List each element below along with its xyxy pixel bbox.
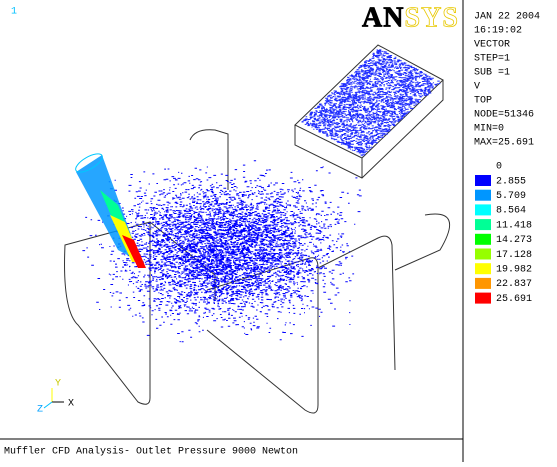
info-line: STEP=1 — [474, 54, 510, 65]
legend-value: 14.273 — [496, 235, 532, 246]
legend-swatch — [475, 175, 491, 186]
legend-value: 22.837 — [496, 279, 532, 290]
info-line: 16:19:02 — [474, 26, 522, 37]
legend-swatch — [475, 234, 491, 245]
info-line: MAX=25.691 — [474, 138, 534, 149]
legend-value: 0 — [496, 162, 502, 173]
window-number: 1 — [11, 7, 17, 18]
info-line: SUB =1 — [474, 68, 510, 79]
ansys-window: 1 ANSYS Y X Z Muffler CFD Analysis- Outl… — [0, 0, 557, 462]
info-line: VECTOR — [474, 40, 510, 51]
legend-swatch — [475, 204, 491, 215]
info-line: NODE=51346 — [474, 110, 534, 121]
legend-swatch — [475, 263, 491, 274]
info-line: TOP — [474, 96, 492, 107]
legend-swatch — [475, 249, 491, 260]
legend-swatch — [475, 293, 491, 304]
info-line: MIN=0 — [474, 124, 504, 135]
legend-value: 8.564 — [496, 206, 526, 217]
legend-swatch — [475, 190, 491, 201]
legend-value: 17.128 — [496, 250, 532, 261]
legend-value: 2.855 — [496, 176, 526, 187]
info-line: JAN 22 2004 — [474, 12, 540, 23]
triad-y-label: Y — [55, 379, 61, 390]
triad-z-label: Z — [37, 405, 43, 416]
ansys-logo: ANSYS — [362, 2, 458, 33]
legend-value: 19.982 — [496, 265, 532, 276]
plot-title: Muffler CFD Analysis- Outlet Pressure 90… — [4, 446, 298, 458]
triad-x-label: X — [68, 399, 74, 410]
legend-swatch — [475, 219, 491, 230]
legend-value: 11.418 — [496, 220, 532, 231]
legend-value: 25.691 — [496, 294, 532, 305]
legend-swatch — [475, 278, 491, 289]
info-line: V — [474, 82, 480, 93]
legend-value: 5.709 — [496, 191, 526, 202]
